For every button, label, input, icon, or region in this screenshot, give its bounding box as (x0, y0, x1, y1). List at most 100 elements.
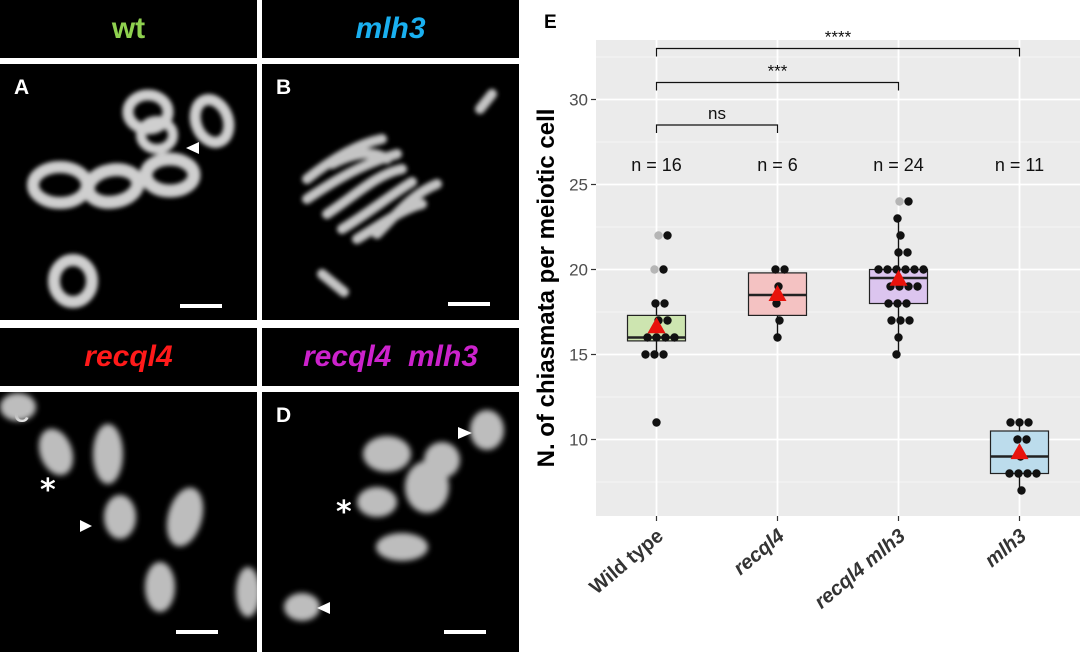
panel-c-title: recql4 (84, 340, 173, 373)
scale-bar-c (176, 630, 218, 634)
mean-marker (1010, 443, 1029, 460)
significance-bracket (655, 124, 779, 133)
data-point (663, 316, 672, 325)
data-point (1013, 435, 1022, 444)
panel-a-header: wt (0, 0, 257, 58)
data-point (1024, 418, 1033, 427)
data-point (659, 265, 668, 274)
data-point (892, 350, 901, 359)
asterisk-marker-c: * (40, 473, 56, 508)
mean-marker (889, 269, 908, 286)
data-point (1014, 469, 1023, 478)
asterisk-marker-d: * (336, 495, 352, 530)
points-layer (641, 197, 1041, 495)
panel-a-chromosomes (27, 89, 235, 308)
panel-d-micrograph: D * (262, 392, 519, 652)
scale-bar-b (448, 302, 490, 306)
y-tick-label: 20 (569, 261, 588, 280)
y-tick-label: 10 (569, 431, 588, 450)
significance-label: **** (825, 28, 852, 47)
data-point (771, 265, 780, 274)
data-point (919, 265, 928, 274)
data-point (775, 316, 784, 325)
data-point (650, 350, 659, 359)
significance-label: *** (768, 62, 788, 81)
data-point (1015, 418, 1024, 427)
data-point (893, 214, 902, 223)
data-point (913, 282, 922, 291)
data-point (874, 265, 883, 274)
data-point (643, 333, 652, 342)
panel-d-title: recql4 mlh3 (302, 340, 479, 373)
data-point (905, 316, 914, 325)
data-point (884, 299, 893, 308)
panel-d-letter: D (276, 404, 292, 427)
panel-d-header: recql4 mlh3 (262, 328, 519, 386)
mean-marker (647, 317, 666, 334)
data-point (663, 231, 672, 240)
x-tick-label: mlh3 (981, 525, 1031, 572)
data-point (903, 248, 912, 257)
panel-e-letter: E (544, 12, 557, 33)
panel-c-micrograph: C * (0, 392, 257, 652)
data-point (773, 333, 782, 342)
data-point (772, 299, 781, 308)
arrow-marker-d2 (317, 602, 330, 614)
data-point (896, 316, 905, 325)
data-point (654, 231, 663, 240)
data-point (895, 197, 904, 206)
significance-label: ns (708, 104, 726, 123)
scale-bar-d (444, 630, 486, 634)
data-point (894, 248, 903, 257)
data-point (1017, 486, 1026, 495)
data-point (883, 265, 892, 274)
data-point (670, 333, 679, 342)
y-tick-label: 30 (569, 91, 588, 110)
panel-a-letter: A (14, 76, 30, 99)
data-point (652, 333, 661, 342)
panel-b-header: mlh3 (262, 0, 519, 58)
data-point (893, 299, 902, 308)
n-label: n = 16 (631, 155, 682, 175)
data-point (652, 418, 661, 427)
data-point (904, 197, 913, 206)
x-tick-label: recql4 mlh3 (810, 525, 909, 613)
data-point (902, 299, 911, 308)
y-axis-label: N. of chiasmata per meiotic cell (533, 109, 560, 468)
panel-b-title: mlh3 (355, 12, 426, 45)
data-point (901, 265, 910, 274)
n-label: n = 11 (995, 155, 1044, 175)
data-point (1032, 469, 1041, 478)
panel-b-micrograph: B (262, 64, 519, 320)
mean-marker (768, 285, 787, 301)
arrow-marker-a (186, 142, 199, 154)
data-point (1005, 469, 1014, 478)
panel-a-micrograph: A (0, 64, 257, 320)
data-point (1022, 435, 1031, 444)
panel-b-letter: B (276, 76, 292, 99)
x-tick-label: recql4 (729, 525, 788, 580)
y-tick-label: 15 (569, 346, 588, 365)
significance-bracket (655, 47, 1021, 57)
arrow-marker-d1 (458, 427, 472, 439)
data-point (896, 231, 905, 240)
panel-d-chromosomes (284, 410, 504, 621)
n-label: n = 6 (757, 155, 798, 175)
data-point (910, 265, 919, 274)
panel-c-chromosomes (0, 393, 257, 617)
data-point (651, 299, 660, 308)
data-point (661, 333, 670, 342)
x-tick-label: Wild type (586, 525, 668, 599)
significance-bracket (655, 81, 900, 91)
data-point (659, 350, 668, 359)
data-point (1006, 418, 1015, 427)
scale-bar-a (180, 304, 222, 308)
data-point (660, 299, 669, 308)
y-tick-label: 25 (569, 176, 588, 195)
data-point (641, 350, 650, 359)
data-point (650, 265, 659, 274)
panel-a-title: wt (111, 12, 146, 45)
arrow-marker-c (80, 520, 92, 532)
